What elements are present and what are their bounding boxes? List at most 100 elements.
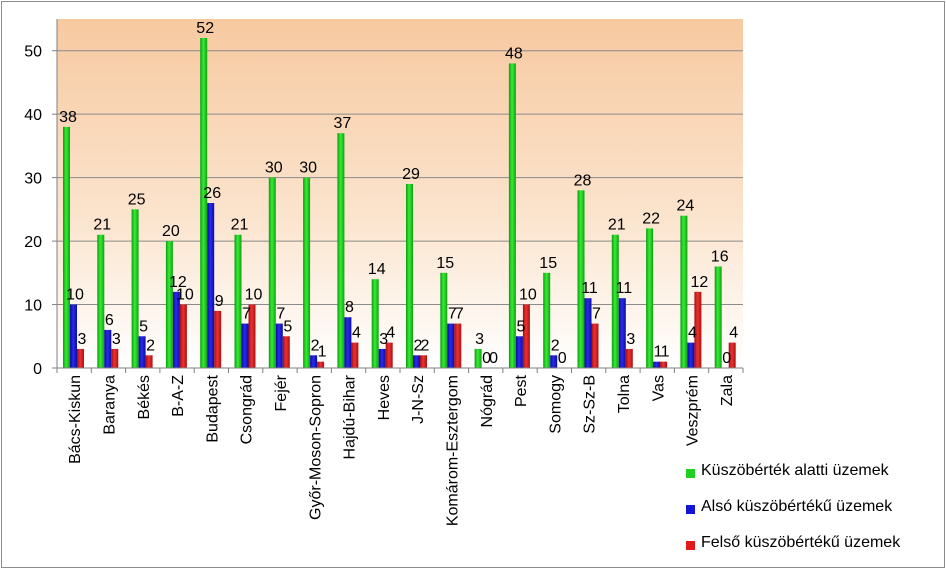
legend-swatch-blue bbox=[686, 505, 695, 514]
bar-below bbox=[371, 279, 379, 368]
legend: Küszöbérték alatti üzemek Alsó küszöbért… bbox=[686, 460, 944, 568]
x-tick-label: Hajdú-Bihar bbox=[342, 374, 359, 459]
x-tick-label: Vas bbox=[650, 375, 667, 401]
data-label-lower: 7 bbox=[242, 306, 251, 323]
x-tick-label: Veszprém bbox=[685, 375, 702, 446]
bar-below bbox=[337, 133, 345, 368]
data-label-upper: 9 bbox=[215, 293, 224, 310]
data-label-below: 15 bbox=[539, 255, 557, 272]
data-label-upper: 4 bbox=[386, 325, 395, 342]
bar-lower bbox=[378, 348, 386, 368]
bar-lower bbox=[138, 336, 146, 368]
data-label-below: 20 bbox=[162, 223, 180, 240]
x-tick-label: J-N-Sz bbox=[410, 375, 427, 424]
data-label-upper: 10 bbox=[519, 287, 537, 304]
data-label-lower: 11 bbox=[615, 280, 632, 297]
legend-swatch-red bbox=[686, 541, 695, 550]
data-label-below: 15 bbox=[436, 255, 454, 272]
bar-upper bbox=[420, 355, 427, 368]
data-label-below: 21 bbox=[93, 217, 111, 234]
data-label-below: 30 bbox=[265, 160, 283, 177]
bar-upper bbox=[317, 361, 325, 368]
bar-lower bbox=[310, 355, 318, 368]
bar-below bbox=[508, 63, 516, 368]
bar-lower bbox=[413, 355, 420, 368]
bar-upper bbox=[660, 361, 668, 368]
bar-below bbox=[268, 177, 276, 368]
data-label-below: 38 bbox=[59, 109, 77, 126]
x-tick-label: Heves bbox=[376, 375, 393, 420]
data-label-lower: 5 bbox=[516, 318, 525, 335]
data-label-lower: 8 bbox=[345, 299, 354, 316]
x-tick-label: Békés bbox=[136, 375, 153, 419]
data-label-lower: 1 bbox=[654, 344, 663, 361]
bar-below bbox=[543, 272, 551, 368]
x-tick-label: Győr-Moson-Sopron bbox=[307, 375, 324, 520]
bar-lower bbox=[241, 323, 249, 368]
y-tick-label: 0 bbox=[33, 361, 42, 378]
data-label-lower: 10 bbox=[66, 287, 84, 304]
data-label-upper: 5 bbox=[283, 318, 292, 335]
y-tick-label: 10 bbox=[24, 298, 42, 315]
data-label-lower: 0 bbox=[722, 350, 731, 367]
bar-upper bbox=[179, 304, 187, 368]
bar-lower bbox=[70, 304, 77, 368]
data-label-upper: 2 bbox=[146, 337, 155, 354]
data-label-upper: 7 bbox=[455, 306, 464, 323]
bar-lower bbox=[275, 323, 283, 368]
bar-lower bbox=[584, 298, 592, 368]
data-label-below: 3 bbox=[475, 331, 484, 348]
data-label-lower: 4 bbox=[688, 325, 697, 342]
x-tick-label: Pest bbox=[513, 374, 530, 407]
data-label-below: 37 bbox=[334, 115, 352, 132]
x-tick-label: B-A-Z bbox=[170, 375, 187, 417]
bar-upper bbox=[728, 342, 736, 368]
legend-item-upper-threshold: Felső küszöbértékű üzemek bbox=[686, 532, 944, 568]
bar-below bbox=[63, 126, 70, 368]
data-label-below: 16 bbox=[711, 248, 729, 265]
bar-below bbox=[165, 241, 173, 368]
bar-below bbox=[474, 348, 482, 368]
data-label-upper: 3 bbox=[626, 331, 635, 348]
data-label-below: 52 bbox=[196, 20, 214, 37]
bar-lower bbox=[515, 336, 523, 368]
data-label-below: 48 bbox=[505, 45, 523, 62]
bar-upper bbox=[591, 323, 599, 368]
bar-upper bbox=[282, 336, 290, 368]
data-label-below: 30 bbox=[299, 160, 317, 177]
bar-below bbox=[303, 177, 311, 368]
data-label-upper: 0 bbox=[558, 350, 567, 367]
data-label-upper: 4 bbox=[729, 325, 738, 342]
data-label-upper: 10 bbox=[176, 287, 194, 304]
data-label-upper: 1 bbox=[318, 344, 327, 361]
bar-upper bbox=[454, 323, 462, 368]
x-tick-label: Fejér bbox=[273, 374, 290, 411]
bar-below bbox=[680, 215, 688, 368]
bar-lower bbox=[172, 291, 180, 368]
bar-below bbox=[646, 228, 654, 368]
bar-upper bbox=[351, 342, 359, 368]
data-label-lower: 5 bbox=[139, 318, 148, 335]
x-tick-label: Csongrád bbox=[239, 375, 256, 444]
bar-lower bbox=[104, 329, 112, 368]
data-label-lower: 26 bbox=[203, 185, 221, 202]
bar-lower bbox=[618, 298, 626, 368]
data-label-lower: 2 bbox=[551, 337, 560, 354]
bar-below bbox=[440, 272, 448, 368]
data-label-lower: 6 bbox=[105, 312, 114, 329]
x-tick-label: Sz-Sz-B bbox=[582, 375, 599, 434]
legend-item-below-threshold: Küszöbérték alatti üzemek bbox=[686, 460, 944, 496]
x-tick-label: Zala bbox=[719, 375, 736, 406]
data-label-below: 28 bbox=[574, 172, 592, 189]
legend-swatch-green bbox=[686, 469, 695, 478]
data-label-below: 22 bbox=[642, 210, 660, 227]
bar-lower bbox=[653, 361, 661, 368]
bar-upper bbox=[248, 304, 256, 368]
data-label-lower: 7 bbox=[276, 306, 285, 323]
bar-below bbox=[97, 234, 105, 368]
data-label-upper: 3 bbox=[112, 331, 121, 348]
legend-label: Alsó küszöbértékű üzemek bbox=[701, 498, 893, 515]
